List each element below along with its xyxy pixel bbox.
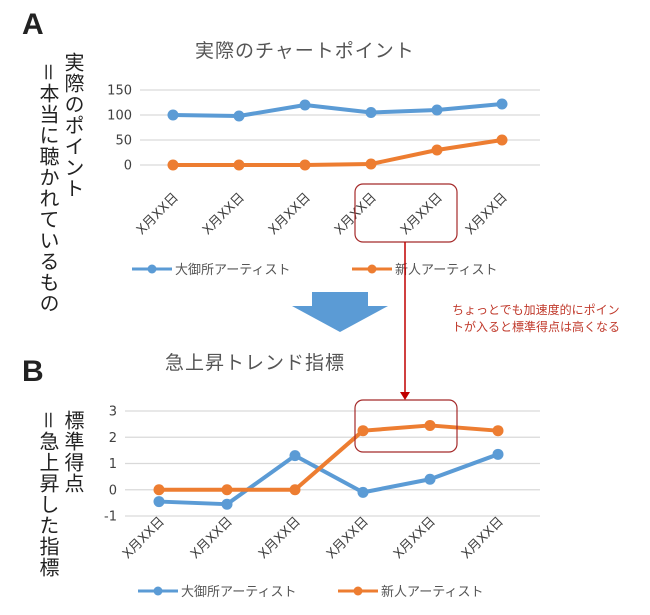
legend-label: 大御所アーティスト: [175, 263, 291, 278]
x-tick-label: X月XX日: [120, 514, 168, 562]
chart-a-legend-blue: 大御所アーティスト: [132, 259, 290, 278]
x-tick-label: X月XX日: [256, 514, 304, 562]
label-b: B: [22, 355, 44, 388]
y-tick-label: 150: [107, 84, 132, 99]
data-point: [431, 104, 443, 116]
data-point: [153, 484, 165, 496]
legend-label: 新人アーティスト: [381, 585, 484, 600]
data-point: [167, 109, 179, 121]
series-line-1: [159, 423, 499, 492]
data-point: [233, 159, 245, 171]
legend-marker-orange: [338, 586, 378, 595]
side-label-a-sub: ＝本当に聴かれているもの: [36, 62, 60, 314]
data-point: [289, 450, 301, 462]
chart-b-legend-blue: 大御所アーティスト: [138, 581, 296, 600]
data-point: [153, 496, 165, 508]
data-point: [496, 98, 508, 110]
x-tick-label: X月XX日: [324, 514, 372, 562]
chart-b-legend-orange: 新人アーティスト: [338, 581, 483, 600]
chart-a-title: 実際のチャートポイント: [195, 40, 415, 62]
series-line-1: [173, 138, 503, 167]
y-tick-label: -1: [104, 510, 117, 525]
side-label-b-sub: ＝急上昇した指標: [36, 410, 60, 578]
data-point: [289, 484, 301, 496]
data-point: [221, 498, 233, 510]
legend-marker-blue: [132, 264, 172, 273]
series-line-0: [172, 102, 503, 118]
x-tick-label: X月XX日: [459, 514, 507, 562]
data-point: [431, 144, 443, 156]
x-tick-label: X月XX日: [391, 514, 439, 562]
legend-marker-blue: [138, 586, 178, 595]
data-point: [233, 110, 245, 122]
data-point: [492, 425, 504, 437]
legend-marker-orange: [352, 264, 392, 273]
data-point: [357, 425, 369, 437]
data-point: [424, 419, 436, 431]
data-point: [365, 158, 377, 170]
y-tick-label: 3: [109, 405, 117, 420]
label-a: A: [22, 8, 44, 41]
data-point: [221, 484, 233, 496]
data-point: [492, 448, 504, 460]
data-point: [167, 159, 179, 171]
y-tick-label: 0: [124, 159, 132, 174]
down-arrow-icon: [292, 292, 388, 332]
y-tick-label: 100: [107, 109, 132, 124]
legend-label: 大御所アーティスト: [181, 585, 297, 600]
y-tick-label: 0: [109, 483, 117, 498]
y-tick-label: 2: [109, 431, 117, 446]
data-point: [496, 134, 508, 146]
data-point: [357, 486, 369, 498]
chart-b-title: 急上昇トレンド指標: [165, 352, 346, 374]
y-tick-label: 1: [109, 457, 117, 472]
legend-label: 新人アーティスト: [395, 263, 498, 278]
data-point: [299, 99, 311, 111]
y-tick-label: 50: [115, 134, 132, 149]
annotation-text: ちょっとでも加速度的にポイントが入ると標準得点は高くなる: [452, 303, 621, 334]
data-point: [365, 107, 377, 118]
data-point: [299, 159, 311, 171]
data-point: [424, 473, 436, 485]
x-tick-label: X月XX日: [188, 514, 236, 562]
side-label-b-main: 標準得点: [61, 410, 85, 494]
chart-a-legend-orange: 新人アーティスト: [352, 259, 497, 278]
series-line-0: [158, 452, 499, 507]
side-label-a-main: 実際のポイント: [61, 52, 85, 199]
